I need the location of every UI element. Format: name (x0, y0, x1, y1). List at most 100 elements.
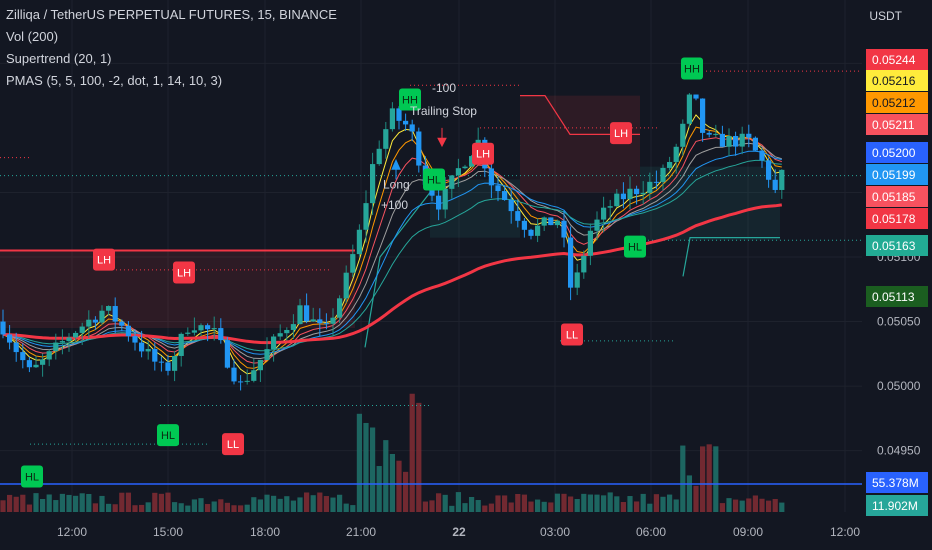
indicator-volume[interactable]: Vol (200) (6, 29, 59, 44)
price-label-text: 0.05200 (872, 146, 916, 160)
volume-bar (627, 496, 633, 512)
volume-bar (574, 499, 580, 512)
candle-body (673, 146, 679, 162)
volume-bar (330, 497, 336, 512)
time-tick: 12:00 (830, 525, 860, 539)
volume-bar (264, 494, 270, 512)
candle-body (178, 333, 184, 356)
swing-label-text: LH (614, 128, 628, 140)
moving-average-line (2, 159, 782, 352)
candle-body (376, 148, 382, 165)
swing-label-text: LL (227, 439, 239, 451)
volume-bar (581, 493, 587, 512)
volume-bar (653, 494, 659, 512)
swing-label-hl (21, 465, 43, 488)
price-label-tag (866, 114, 928, 135)
price-label-tag (866, 164, 928, 185)
candle-body (713, 133, 719, 135)
trade-annotation: Long (383, 178, 410, 192)
candle-body (455, 168, 461, 176)
time-tick: 03:00 (540, 525, 570, 539)
candle-body (383, 129, 389, 149)
volume-bar (389, 453, 395, 512)
symbol-title[interactable]: Zilliqa / TetherUS PERPETUAL FUTURES, 15… (6, 7, 337, 22)
volume-bar (317, 492, 323, 512)
candle-body (310, 319, 316, 322)
indicator-pmas[interactable]: PMAS (5, 5, 100, -2, dot, 1, 14, 10, 3) (6, 73, 223, 88)
candle-body (277, 333, 283, 337)
supertrend-line-bear (520, 95, 640, 135)
candle-body (660, 167, 666, 182)
volume-bars (0, 393, 862, 512)
candle-body (627, 188, 633, 200)
swing-label-hl (624, 235, 646, 258)
candle-body (304, 305, 310, 322)
candle-body (46, 351, 52, 360)
volume-bar (436, 493, 442, 512)
moving-averages (2, 114, 783, 375)
price-label-tag (866, 186, 928, 207)
candle-body (561, 220, 567, 238)
volume-bar (73, 495, 79, 512)
candle-body (119, 321, 125, 326)
candle-body (607, 206, 613, 208)
currency-label[interactable]: USDT (869, 9, 902, 23)
candle-body (581, 255, 587, 273)
volume-bar (680, 445, 686, 512)
swing-label-ll (222, 433, 244, 456)
swing-label-text: LH (476, 149, 490, 161)
swing-label-text: HH (684, 64, 700, 76)
volume-bar (290, 500, 296, 512)
volume-bar (442, 494, 448, 512)
candle-body (508, 199, 514, 212)
candle-body (693, 94, 699, 99)
volume-bar (198, 498, 204, 512)
time-tick: 22 (452, 525, 466, 539)
swing-label-lh (93, 248, 115, 271)
candle-body (667, 161, 673, 168)
swing-label-text: LL (566, 329, 578, 341)
swing-label-text: HL (427, 175, 441, 187)
volume-bar (145, 502, 151, 512)
price-label-tag (866, 92, 928, 113)
volume-bar (660, 496, 666, 512)
volume-bar (488, 503, 494, 512)
trade-annotation: Trailing Stop (410, 104, 477, 118)
candle-body (343, 272, 349, 299)
price-axis-bg (862, 0, 932, 550)
volume-bar (33, 493, 39, 512)
volume-bar (383, 440, 389, 512)
indicator-supertrend[interactable]: Supertrend (20, 1) (6, 51, 112, 66)
candle-body (271, 336, 277, 350)
candle-body (409, 124, 415, 132)
volume-bar (449, 505, 455, 512)
time-tick: 18:00 (250, 525, 280, 539)
volume-bar (515, 493, 521, 512)
volume-bar (13, 496, 19, 512)
time-tick: 21:00 (346, 525, 376, 539)
volume-bar (370, 427, 376, 512)
volume-bar (548, 502, 554, 512)
volume-bar (79, 493, 85, 512)
volume-bar (455, 492, 461, 512)
volume-bar (139, 504, 145, 512)
volume-bar (356, 413, 362, 512)
candle-body (587, 230, 593, 256)
price-label-tag (866, 208, 928, 229)
volume-bar (337, 494, 343, 512)
candle-body (231, 367, 237, 382)
candle-body (66, 337, 72, 342)
volume-bar (59, 493, 65, 512)
candle-body (541, 217, 547, 226)
volume-bar (601, 495, 607, 512)
volume-bar (46, 494, 52, 512)
candle-body (759, 150, 765, 161)
time-tick: 15:00 (153, 525, 183, 539)
price-label-text: 0.05185 (872, 190, 916, 204)
volume-bar (0, 500, 6, 512)
volume-bar (706, 444, 712, 512)
volume-bar (251, 497, 257, 512)
candle-body (350, 254, 356, 273)
swing-label-text: LH (97, 255, 111, 267)
